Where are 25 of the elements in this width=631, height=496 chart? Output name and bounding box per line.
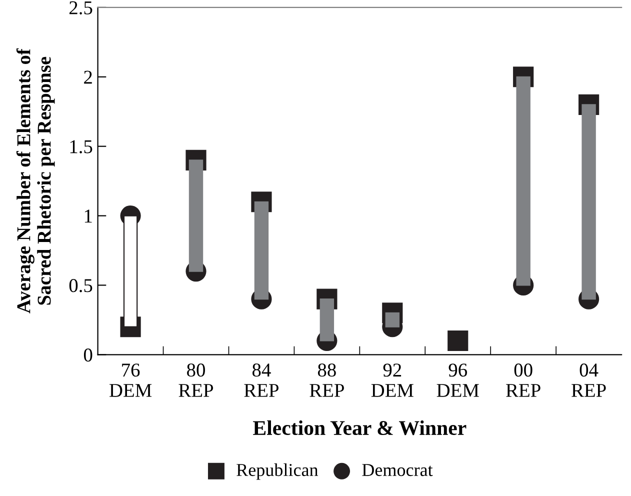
x-tick-label: 80 REP [178, 364, 214, 397]
bar [254, 201, 269, 300]
y-tick-label: 2.5 [69, 1, 92, 14]
x-tick-label: 76 DEM [109, 364, 152, 397]
x-tick-label: 88 REP [310, 364, 344, 397]
x-axis-title: Election Year & Winner [253, 420, 466, 436]
bar [582, 104, 596, 300]
x-tick-label: 92 DEM [371, 364, 414, 397]
point [448, 330, 468, 352]
legend-label: Democrat [362, 464, 433, 476]
x-tick-label: 84 REP [244, 364, 279, 397]
bar [188, 160, 204, 272]
y-tick-label: 2 [84, 70, 92, 84]
y-tick-label: 1 [84, 210, 92, 223]
y-tick-label: 1.5 [70, 140, 92, 154]
x-tick-label: 96 DEM [436, 364, 479, 397]
y-tick-label: 0.5 [69, 279, 92, 292]
bar [385, 312, 400, 328]
y-axis-title: Average Number of Elements of Sacred Rhetoric per Response [16, 48, 55, 314]
legend-label: Republican [236, 463, 318, 480]
x-tick-label: 04 REP [572, 364, 606, 397]
bar [320, 298, 334, 342]
bar [516, 76, 530, 286]
x-tick-label: 00 REP [506, 364, 540, 397]
y-tick-label: 0 [84, 348, 92, 362]
